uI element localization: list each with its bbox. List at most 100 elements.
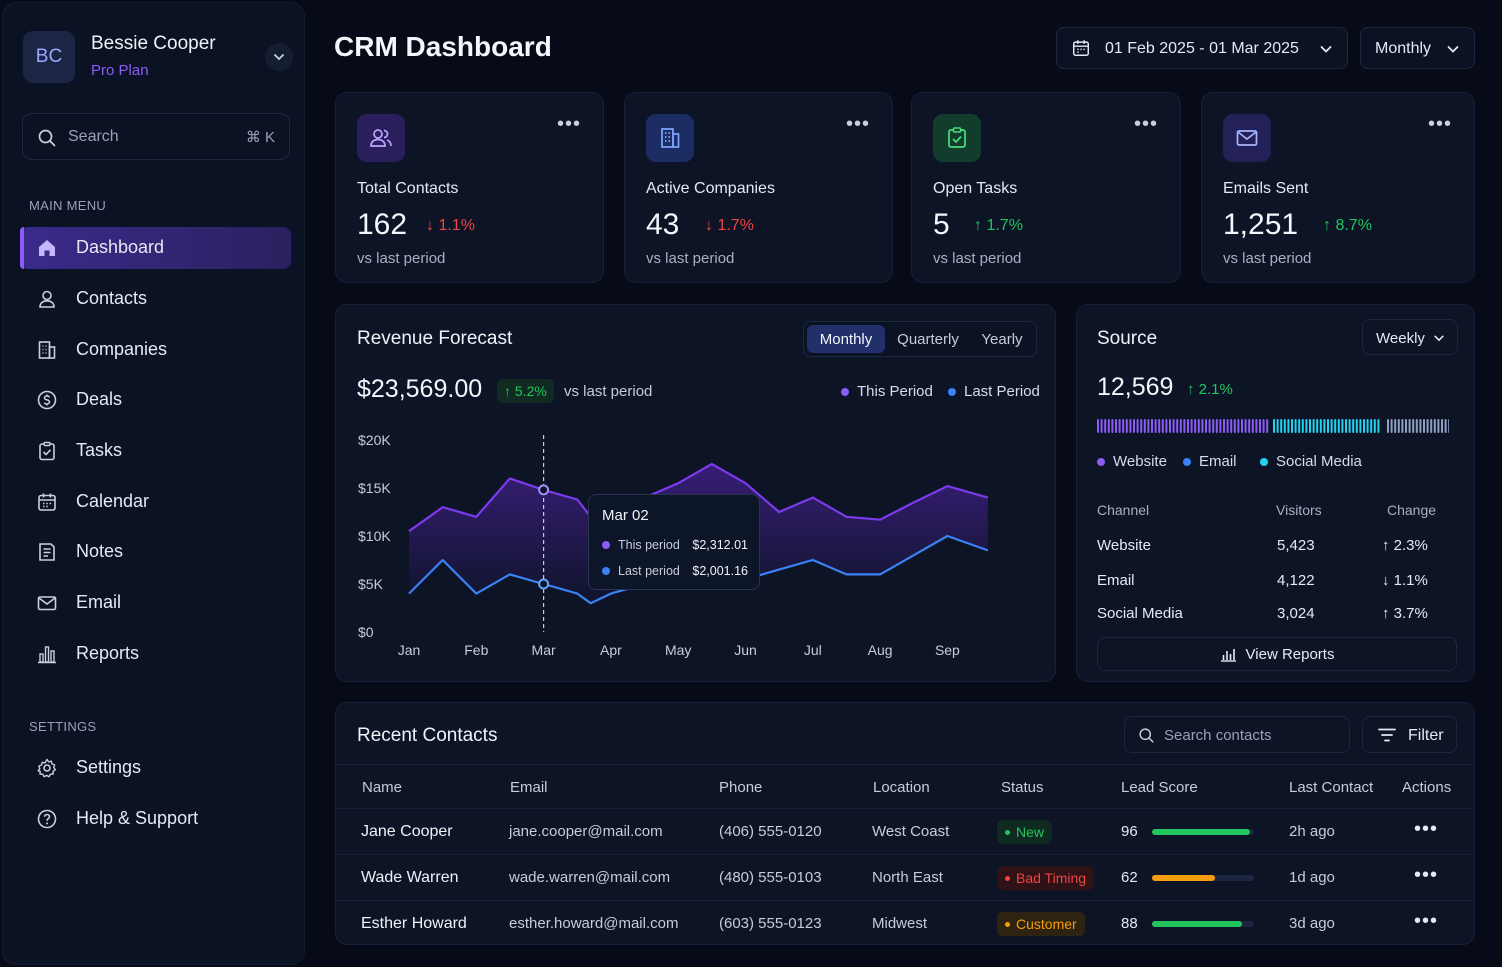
- stat-change: ↓ 1.7%: [705, 217, 754, 235]
- distribution-tick: [1408, 419, 1411, 433]
- distribution-tick: [1319, 419, 1322, 433]
- more-options-icon[interactable]: •••: [1133, 113, 1158, 135]
- sidebar-item-calendar[interactable]: Calendar: [20, 481, 291, 523]
- column-header-email[interactable]: Email: [510, 779, 548, 796]
- source-change-value: 1.1%: [1393, 572, 1428, 589]
- column-header-name[interactable]: Name: [362, 779, 403, 796]
- table-row[interactable]: Jane Cooper jane.cooper@mail.com (406) 5…: [336, 808, 1474, 854]
- x-tick-label: May: [665, 642, 691, 658]
- distribution-tick: [1129, 419, 1132, 433]
- sidebar-item-reports[interactable]: Reports: [20, 633, 291, 675]
- stat-label: Emails Sent: [1223, 180, 1309, 197]
- stat-change-value: 1.1%: [438, 217, 475, 234]
- distribution-tick: [1241, 419, 1243, 433]
- sidebar-item-contacts[interactable]: Contacts: [20, 278, 291, 320]
- distribution-tick: [1151, 419, 1153, 433]
- period-select-value: Monthly: [1375, 40, 1432, 57]
- legend-label: Last Period: [964, 383, 1040, 400]
- sidebar-item-dashboard[interactable]: Dashboard: [20, 227, 291, 269]
- last-contact: 1d ago: [1289, 869, 1335, 886]
- distribution-tick: [1287, 419, 1290, 433]
- column-header-location[interactable]: Location: [873, 779, 930, 796]
- revenue-period-tabs: Monthly Quarterly Yearly: [803, 321, 1037, 357]
- distribution-tick: [1233, 419, 1236, 433]
- date-range-picker[interactable]: 01 Feb 2025 - 01 Mar 2025: [1056, 27, 1348, 69]
- search-input[interactable]: Search ⌘ K: [22, 113, 290, 160]
- table-row[interactable]: Wade Warren wade.warren@mail.com (480) 5…: [336, 854, 1474, 900]
- distribution-tick: [1158, 419, 1161, 433]
- more-options-icon[interactable]: •••: [556, 113, 581, 135]
- profile-name: Bessie Cooper: [91, 33, 216, 54]
- distribution-tick: [1327, 419, 1329, 433]
- table-row[interactable]: Esther Howard esther.howard@mail.com (60…: [336, 900, 1474, 946]
- tab-yearly[interactable]: Yearly: [981, 330, 1023, 348]
- column-header-lead-score[interactable]: Lead Score: [1121, 779, 1198, 796]
- source-change: ↑ 2.1%: [1187, 381, 1233, 398]
- legend-website: Website: [1097, 453, 1167, 470]
- search-icon: [1139, 728, 1154, 743]
- x-tick-label: Aug: [868, 642, 893, 658]
- source-visitors: 4,122: [1277, 572, 1315, 589]
- legend-social-media: Social Media: [1260, 453, 1362, 470]
- distribution-tick: [1194, 419, 1197, 433]
- search-icon: [38, 129, 56, 147]
- view-reports-button[interactable]: View Reports: [1097, 637, 1457, 671]
- sidebar-item-settings[interactable]: Settings: [20, 747, 291, 789]
- lead-score-value: 62: [1121, 869, 1138, 886]
- filter-button[interactable]: Filter: [1362, 716, 1457, 753]
- page-title: CRM Dashboard: [334, 31, 552, 62]
- sidebar-item-deals[interactable]: Deals: [20, 379, 291, 421]
- more-options-icon[interactable]: •••: [845, 113, 870, 135]
- x-tick-label: Mar: [532, 642, 556, 658]
- column-header-status[interactable]: Status: [1001, 779, 1044, 796]
- x-tick-label: Jun: [734, 642, 757, 658]
- profile-switcher[interactable]: BC Bessie Cooper Pro Plan: [23, 31, 293, 87]
- sidebar-item-companies[interactable]: Companies: [20, 329, 291, 371]
- distribution-tick: [1437, 419, 1440, 433]
- more-options-icon[interactable]: •••: [1427, 113, 1452, 135]
- distribution-tick: [1359, 419, 1362, 433]
- source-period-value: Weekly: [1376, 330, 1425, 347]
- stat-label: Total Contacts: [357, 180, 459, 197]
- distribution-tick: [1183, 419, 1186, 433]
- sidebar-item-help[interactable]: Help & Support: [20, 798, 291, 840]
- distribution-tick: [1169, 419, 1171, 433]
- tab-quarterly[interactable]: Quarterly: [897, 330, 959, 348]
- chevron-down-icon[interactable]: [265, 43, 293, 71]
- x-tick-label: Jul: [804, 642, 822, 658]
- tab-monthly[interactable]: Monthly: [807, 325, 885, 353]
- distribution-tick: [1316, 419, 1319, 433]
- revenue-change-sub: vs last period: [564, 383, 653, 400]
- distribution-tick: [1219, 419, 1222, 433]
- distribution-tick: [1223, 419, 1225, 433]
- column-header-last-contact[interactable]: Last Contact: [1289, 779, 1374, 796]
- more-options-icon[interactable]: •••: [1414, 864, 1439, 886]
- column-header: Change: [1387, 502, 1437, 518]
- column-header-phone[interactable]: Phone: [719, 779, 763, 796]
- distribution-tick: [1423, 419, 1425, 433]
- contacts-search-input[interactable]: Search contacts: [1124, 716, 1350, 753]
- x-tick-label: Sep: [935, 642, 960, 658]
- source-change-value: 2.1%: [1198, 381, 1233, 398]
- contact-name: Jane Cooper: [361, 823, 453, 840]
- period-select[interactable]: Monthly: [1360, 27, 1475, 69]
- more-options-icon[interactable]: •••: [1414, 818, 1439, 840]
- stat-sub: vs last period: [357, 250, 446, 267]
- building-icon: [646, 114, 694, 162]
- profile-plan: Pro Plan: [91, 62, 149, 79]
- distribution-tick: [1312, 419, 1315, 433]
- main-menu-label: MAIN MENU: [29, 198, 107, 213]
- source-change-value: 2.3%: [1393, 537, 1428, 554]
- more-options-icon[interactable]: •••: [1414, 910, 1439, 932]
- clipboard-check-icon: [39, 441, 55, 461]
- distribution-tick: [1179, 419, 1182, 433]
- contact-name: Esther Howard: [361, 915, 467, 932]
- notes-icon: [39, 543, 55, 561]
- legend-label: Website: [1113, 453, 1167, 470]
- contact-email: wade.warren@mail.com: [509, 869, 671, 886]
- sidebar-item-notes[interactable]: Notes: [20, 531, 291, 573]
- source-period-select[interactable]: Weekly: [1362, 319, 1458, 355]
- sidebar-item-email[interactable]: Email: [20, 582, 291, 624]
- distribution-tick: [1305, 419, 1308, 433]
- sidebar-item-tasks[interactable]: Tasks: [20, 430, 291, 472]
